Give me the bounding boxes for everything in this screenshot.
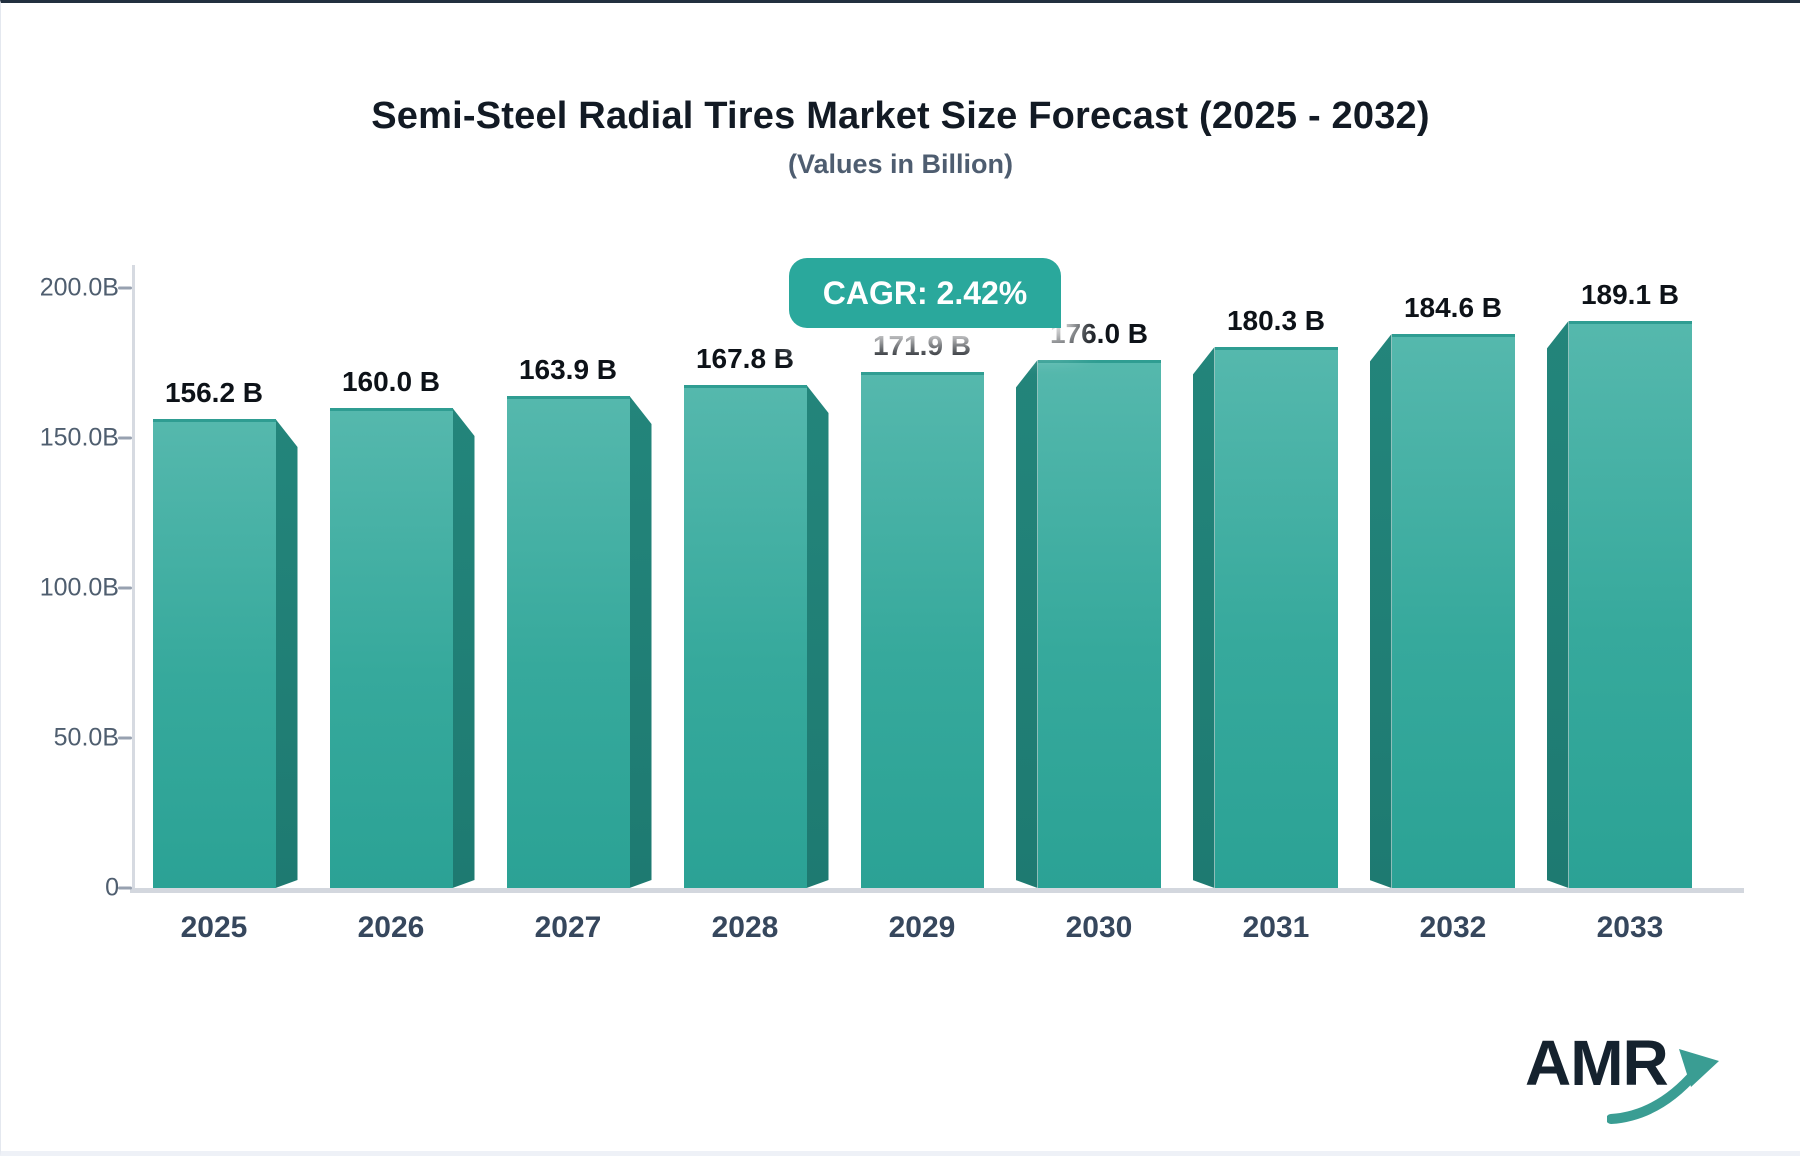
y-tick-mark [118, 886, 132, 890]
chart-subtitle: (Values in Billion) [787, 149, 1014, 179]
bar-side-2030 [1016, 360, 1038, 888]
x-tick-label-2026: 2026 [357, 911, 425, 944]
y-axis-line [132, 265, 135, 893]
bar-2031[interactable] [1214, 347, 1338, 888]
cagr-badge: CAGR: 2.42% [789, 258, 1061, 328]
bar-2033[interactable] [1568, 321, 1692, 888]
y-tick-mark [118, 586, 132, 590]
x-tick-label-2029: 2029 [888, 911, 956, 944]
x-tick-label-2031: 2031 [1242, 911, 1310, 944]
x-tick-label-2032: 2032 [1419, 911, 1487, 944]
bar-side-2026 [453, 408, 475, 888]
bar-2025[interactable] [152, 419, 276, 888]
y-tick-label: 0 [105, 873, 119, 902]
bar-value-label: 156.2 B [164, 377, 264, 408]
growth-arrow-icon [1607, 1049, 1719, 1124]
bar-side-2031 [1193, 347, 1215, 888]
y-tick-label: 200.0B [39, 273, 119, 302]
y-tick-mark [118, 436, 132, 440]
bar-value-label: 167.8 B [695, 343, 795, 374]
y-tick-mark [118, 736, 132, 740]
bar-2026[interactable] [329, 408, 453, 888]
x-tick-label-2025: 2025 [180, 911, 248, 944]
chart-title: Semi-Steel Radial Tires Market Size Fore… [371, 95, 1430, 137]
y-tick-label: 50.0B [53, 723, 119, 752]
bar-2032[interactable] [1391, 334, 1515, 888]
bar-value-label: 160.0 B [341, 366, 441, 397]
x-tick-label-2027: 2027 [534, 911, 602, 944]
bar-2030[interactable] [1037, 360, 1161, 888]
x-tick-label-2028: 2028 [711, 911, 779, 944]
x-axis-line [130, 888, 1744, 893]
y-tick-label: 100.0B [39, 573, 119, 602]
bar-side-2033 [1547, 321, 1569, 888]
bar-value-label: 180.3 B [1226, 305, 1326, 336]
bar-side-2032 [1370, 334, 1392, 888]
bar-2028[interactable] [683, 385, 807, 888]
bar-2027[interactable] [506, 396, 630, 888]
bar-2029[interactable] [860, 372, 984, 888]
bar-value-label: 171.9 B [872, 330, 972, 361]
y-tick-label: 150.0B [39, 423, 119, 452]
amr-logo-text: AMR [1525, 1027, 1669, 1099]
bar-side-2025 [276, 419, 298, 888]
x-tick-label-2033: 2033 [1596, 911, 1664, 944]
bar-side-2028 [807, 385, 829, 888]
bar-side-2027 [630, 396, 652, 888]
y-tick-mark [118, 286, 132, 290]
bar-value-label: 163.9 B [518, 354, 618, 385]
amr-logo: AMR [1525, 1027, 1735, 1124]
x-tick-label-2030: 2030 [1065, 911, 1133, 944]
bar-value-label: 189.1 B [1580, 279, 1680, 310]
bar-value-label: 184.6 B [1403, 292, 1503, 323]
bar-value-label: 176.0 B [1049, 318, 1149, 349]
